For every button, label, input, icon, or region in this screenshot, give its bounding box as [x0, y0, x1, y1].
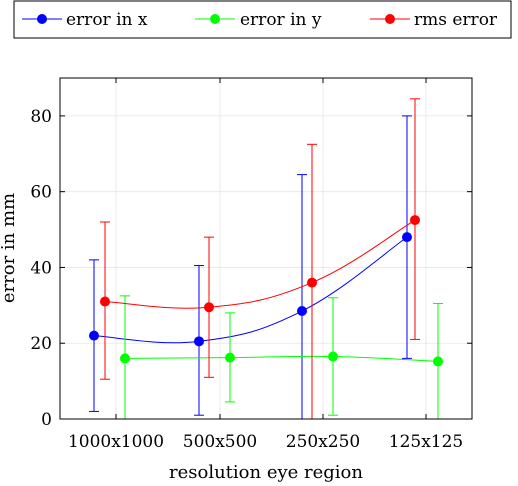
plot-frame — [59, 77, 473, 420]
x-axis-title: resolution eye region — [169, 462, 363, 483]
y-tick-label: 60 — [30, 183, 52, 203]
data-point-error-in-y — [328, 351, 338, 362]
data-point-error-in-x — [297, 306, 307, 317]
legend-box — [13, 0, 512, 39]
data-point-rms-error — [204, 302, 214, 313]
data-point-error-in-y — [225, 352, 235, 363]
series-line-error-in-x — [93, 236, 408, 344]
ticks: 0 20 40 60 80 1000x1000 500x500 250x250 125x125 — [30, 78, 472, 452]
x-tick-label: 125x125 — [389, 432, 463, 452]
series-error-in-y — [120, 295, 443, 420]
data-point-error-in-x — [402, 232, 412, 243]
y-tick-label: 0 — [41, 410, 52, 430]
legend-marker-rms-error — [385, 14, 395, 24]
data-point-rms-error — [410, 215, 420, 226]
legend: error in x error in y rms error — [13, 0, 512, 39]
y-tick-label: 20 — [30, 334, 52, 354]
x-tick-label: 250x250 — [286, 432, 360, 452]
data-point-rms-error — [307, 277, 317, 288]
y-tick-label: 40 — [30, 258, 52, 278]
data-point-error-in-y — [433, 356, 443, 367]
y-axis-title: error in mm — [0, 193, 19, 303]
data-point-error-in-x — [89, 330, 99, 341]
series-error-in-x — [89, 115, 412, 420]
legend-marker-error-in-y — [210, 14, 220, 24]
legend-label-rms-error: rms error — [414, 10, 498, 30]
series-line-error-in-y — [124, 355, 439, 362]
data-point-error-in-x — [194, 336, 204, 347]
data-point-error-in-y — [120, 353, 130, 364]
series-layer — [89, 98, 443, 420]
y-tick-label: 80 — [30, 107, 52, 127]
x-tick-label: 500x500 — [183, 432, 257, 452]
series-line-rms-error — [104, 219, 416, 309]
legend-label-error-in-x: error in x — [66, 10, 148, 30]
grid — [60, 78, 472, 420]
series-rms-error — [100, 98, 420, 420]
legend-label-error-in-y: error in y — [240, 10, 322, 30]
data-point-rms-error — [100, 296, 110, 307]
x-tick-label: 1000x1000 — [68, 432, 164, 452]
legend-marker-error-in-x — [37, 14, 47, 24]
